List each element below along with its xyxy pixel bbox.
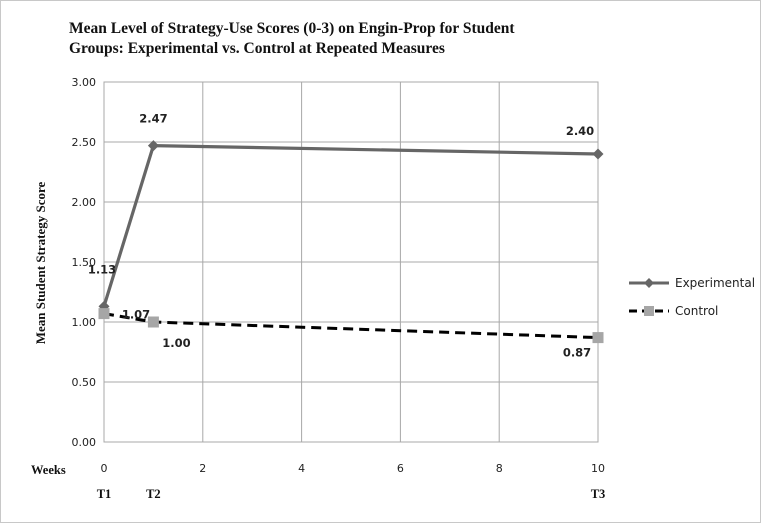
data-label: 1.00 (162, 336, 190, 350)
x-tick-label: 6 (397, 462, 404, 475)
data-point-experimental (147, 140, 159, 152)
legend-marker (644, 278, 654, 288)
x-axis-title: Weeks (31, 463, 66, 477)
y-tick-label: 3.00 (72, 76, 97, 89)
data-label: 2.47 (139, 112, 167, 126)
gridlines (103, 81, 599, 443)
x-tick-label: 4 (298, 462, 305, 475)
y-tick-label: 2.00 (72, 196, 97, 209)
data-label: 2.40 (566, 124, 594, 138)
y-tick-label: 0.50 (72, 376, 97, 389)
x-tick-label: 10 (591, 462, 605, 475)
y-tick-label: 2.50 (72, 136, 97, 149)
legend-item-control: Control (629, 304, 718, 318)
y-tick-label: 1.00 (72, 316, 97, 329)
data-label: 0.87 (563, 346, 591, 360)
x-tick-label: 2 (199, 462, 206, 475)
chart-title: Mean Level of Strategy-Use Scores (0-3) … (69, 20, 515, 57)
phase-label: T2 (146, 487, 161, 501)
y-axis-title: Mean Student Strategy Score (33, 181, 48, 344)
y-tick-label: 1.50 (72, 256, 97, 269)
phase-labels: T1 T2 T3 (97, 487, 606, 501)
data-point-control (98, 308, 110, 320)
x-tick-label: 8 (496, 462, 503, 475)
phase-label: T3 (591, 487, 606, 501)
series-control: 1.07 1.00 0.87 (98, 308, 604, 360)
series-line-control (103, 312, 599, 340)
y-axis: 0.00 0.50 1.00 1.50 2.00 2.50 3.00 (72, 76, 97, 449)
legend: Experimental Control (629, 276, 755, 318)
data-point-experimental (592, 148, 604, 160)
data-label: 1.07 (122, 308, 150, 322)
y-tick-label: 0.00 (72, 436, 97, 449)
legend-label: Control (675, 304, 718, 318)
series-layer: 1.13 2.47 2.40 1.07 1.00 0.87 (88, 112, 604, 360)
legend-label: Experimental (675, 276, 755, 290)
data-label: 1.13 (88, 262, 116, 276)
chart-title-line-1: Mean Level of Strategy-Use Scores (0-3) … (69, 20, 515, 37)
legend-marker (644, 306, 654, 316)
legend-item-experimental: Experimental (629, 276, 755, 290)
x-axis: 0 2 4 6 8 10 (101, 462, 606, 475)
data-point-control (592, 332, 604, 344)
x-tick-label: 0 (101, 462, 108, 475)
phase-label: T1 (97, 487, 112, 501)
data-point-control (147, 316, 159, 328)
chart-title-line-2: Groups: Experimental vs. Control at Repe… (69, 40, 445, 57)
series-line-experimental (102, 144, 599, 307)
series-experimental: 1.13 2.47 2.40 (88, 112, 604, 312)
